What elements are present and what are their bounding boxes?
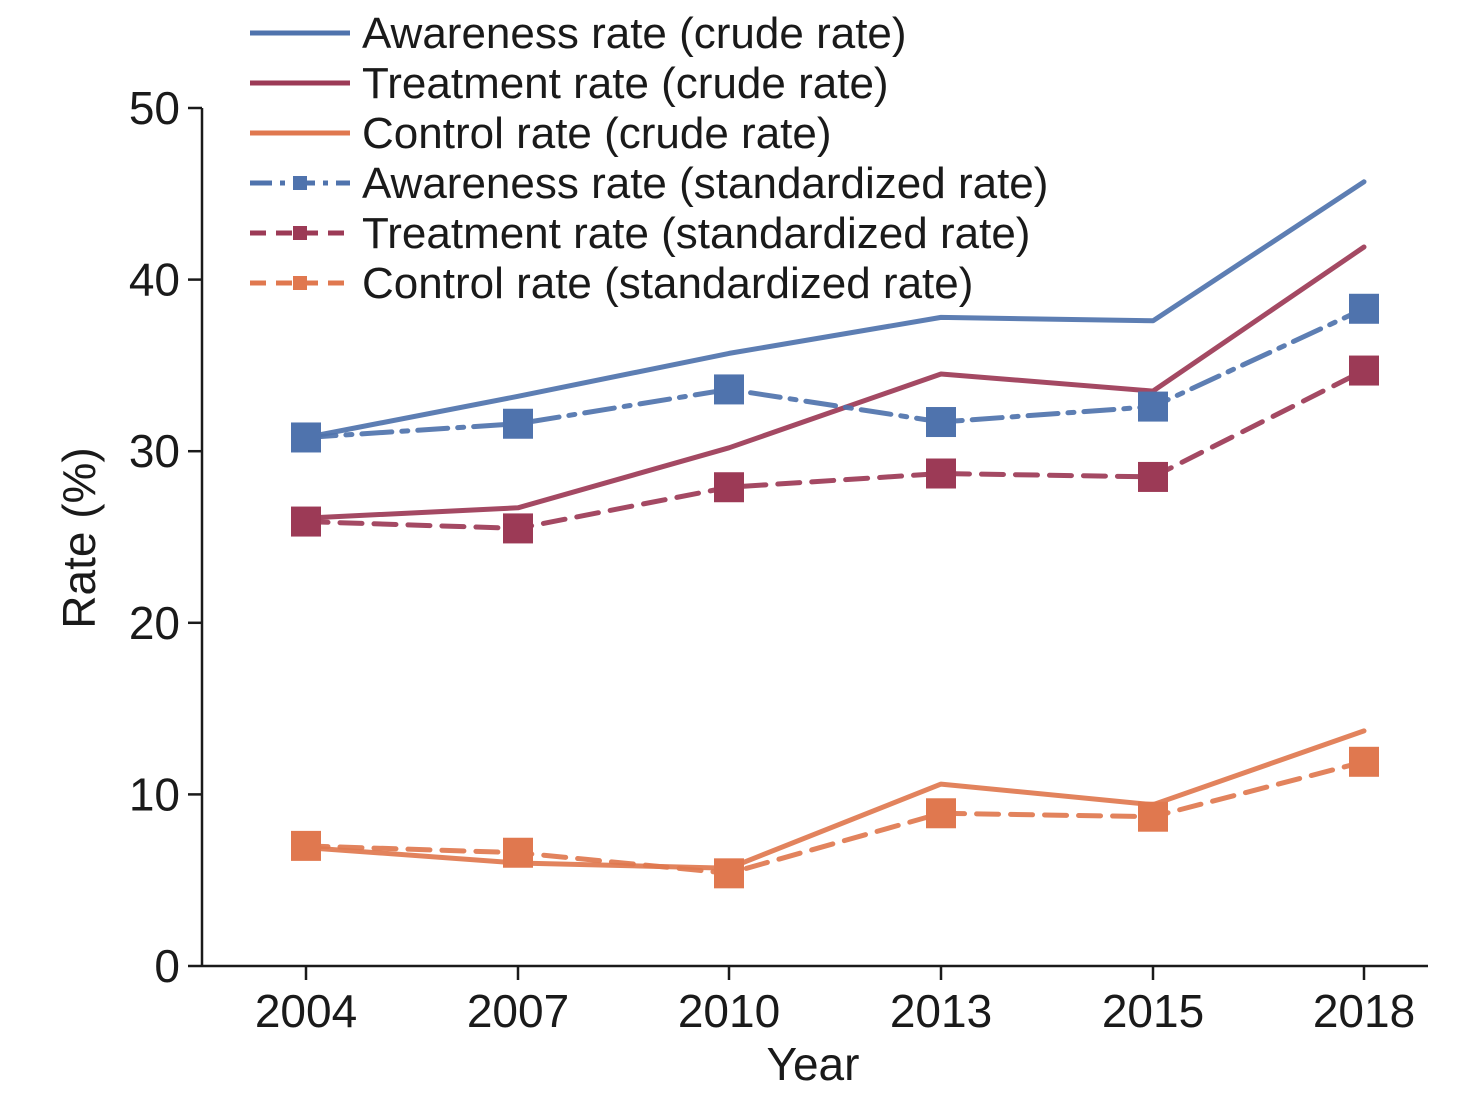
series-lines xyxy=(303,179,1367,876)
legend-label: Treatment rate (standardized rate) xyxy=(362,209,1030,258)
series-3-point xyxy=(926,407,956,438)
y-tick-label: 0 xyxy=(154,940,180,992)
legend-swatch-marker xyxy=(293,176,307,190)
series-line-5 xyxy=(303,759,1367,876)
y-axis-title: Rate (%) xyxy=(53,447,105,628)
series-5-point xyxy=(1349,746,1379,777)
series-4-point xyxy=(1138,461,1168,492)
y-tick-label: 10 xyxy=(129,768,180,820)
series-4-point xyxy=(291,506,321,537)
x-tick-label: 2015 xyxy=(1102,985,1204,1037)
y-tick-label: 50 xyxy=(129,82,180,134)
legend-label: Awareness rate (standardized rate) xyxy=(362,159,1048,208)
legend-swatch-marker xyxy=(293,276,307,290)
x-tick-label: 2010 xyxy=(678,985,780,1037)
series-5-point xyxy=(1138,801,1168,832)
series-line-3 xyxy=(303,306,1367,440)
series-3-point xyxy=(1349,293,1379,324)
series-3-point xyxy=(291,422,321,453)
series-5-point xyxy=(503,837,533,868)
legend-label: Awareness rate (crude rate) xyxy=(362,9,907,58)
legend-label: Control rate (crude rate) xyxy=(362,109,832,158)
series-line-2 xyxy=(303,728,1367,871)
y-tick-label: 30 xyxy=(129,425,180,477)
series-4-point xyxy=(926,458,956,489)
y-tick-label: 20 xyxy=(129,597,180,649)
series-3-point xyxy=(503,408,533,439)
series-3-point xyxy=(1138,391,1168,422)
x-tick-label: 2004 xyxy=(255,985,357,1037)
y-tick-label: 40 xyxy=(129,254,180,306)
axes: 0 10 20 30 40 50 2004 2007 2010 2013 2015 2018 xyxy=(129,82,1428,1037)
series-5-point xyxy=(714,858,744,889)
x-tick-label: 2013 xyxy=(890,985,992,1037)
series-5-point xyxy=(926,798,956,829)
series-4-point xyxy=(503,513,533,544)
legend-swatch-marker xyxy=(293,226,307,240)
series-3-point xyxy=(714,374,744,405)
series-5-point xyxy=(291,830,321,861)
x-tick-label: 2018 xyxy=(1313,985,1415,1037)
series-line-1 xyxy=(303,244,1367,521)
legend-label: Control rate (standardized rate) xyxy=(362,259,973,308)
series-4-point xyxy=(714,472,744,503)
legend-label: Treatment rate (crude rate) xyxy=(362,59,889,108)
series-line-0 xyxy=(303,179,1367,440)
x-axis-title: Year xyxy=(767,1038,860,1090)
series-line-4 xyxy=(303,368,1367,531)
series-markers xyxy=(291,293,1379,889)
series-4-point xyxy=(1349,355,1379,386)
x-tick-label: 2007 xyxy=(467,985,569,1037)
legend: Awareness rate (crude rate)Treatment rat… xyxy=(250,9,1048,308)
